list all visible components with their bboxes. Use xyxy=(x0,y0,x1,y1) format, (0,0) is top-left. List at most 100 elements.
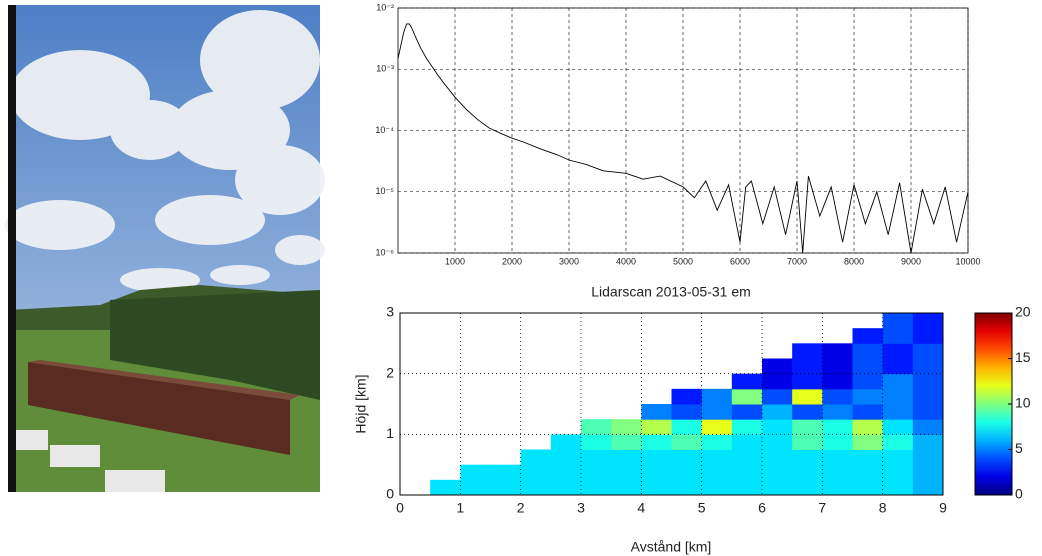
heat-cell xyxy=(882,313,914,329)
heat-cell xyxy=(882,479,914,496)
heat-cell xyxy=(731,434,763,450)
heat-cell xyxy=(731,464,763,481)
y-tick-label: 0 xyxy=(386,486,394,502)
heat-cell xyxy=(671,449,703,466)
heat-cell xyxy=(792,404,823,420)
heat-cell xyxy=(882,464,914,481)
heat-cell xyxy=(762,419,793,435)
heat-cell xyxy=(430,479,461,496)
heat-cell xyxy=(882,343,914,359)
heat-cell xyxy=(520,464,552,481)
heat-cell xyxy=(762,404,793,420)
heat-cell xyxy=(912,388,944,405)
heat-cell xyxy=(671,404,703,420)
heat-cell xyxy=(912,434,944,450)
x-tick-label: 1 xyxy=(456,500,464,516)
x-tick-label: 2000 xyxy=(502,256,522,266)
y-tick-label: 3 xyxy=(386,304,394,320)
y-tick-label: 10⁻⁴ xyxy=(375,125,394,135)
heat-cell xyxy=(701,404,733,420)
x-tick-label: 2 xyxy=(517,500,525,516)
plot-frame xyxy=(399,312,944,496)
heat-cell xyxy=(731,388,763,405)
y-tick-label: 10⁻⁵ xyxy=(376,186,395,196)
colorbar-tick-label: 0 xyxy=(1015,486,1023,502)
heat-cell xyxy=(701,479,733,496)
heat-cell xyxy=(912,313,944,329)
heat-cell xyxy=(792,464,823,481)
heat-cell xyxy=(852,434,884,450)
y-tick-label: 1 xyxy=(386,425,394,441)
heat-cell xyxy=(762,388,793,405)
x-tick-label: 3 xyxy=(577,500,585,516)
heat-cell xyxy=(792,373,823,390)
heat-cell xyxy=(611,434,642,450)
x-axis-label: Avstånd [km] xyxy=(631,539,712,555)
x-tick-label: 1000 xyxy=(445,256,465,266)
heat-cell xyxy=(520,479,552,496)
y-tick-label: 2 xyxy=(386,364,394,380)
heat-cell xyxy=(822,388,853,405)
heat-cell xyxy=(701,464,733,481)
heat-cell xyxy=(762,434,793,450)
x-tick-label: 9000 xyxy=(901,256,921,266)
heat-cell xyxy=(822,373,853,390)
heat-cell xyxy=(852,373,884,390)
heat-cell xyxy=(882,404,914,420)
y-tick-label: 10⁻⁶ xyxy=(376,247,395,257)
heat-cell xyxy=(912,479,944,496)
heat-cell xyxy=(822,419,853,435)
heat-cell xyxy=(671,479,703,496)
x-tick-label: 6 xyxy=(758,500,766,516)
heat-cell xyxy=(762,449,793,466)
heat-cell xyxy=(792,358,823,375)
line-chart: 1000 2000 3000 4000 5000 6000 7000 8000 9000 1000… xyxy=(375,2,980,266)
heat-cell xyxy=(581,464,612,481)
heat-cell xyxy=(912,343,944,359)
heat-cell xyxy=(822,434,853,450)
x-tick-label: 8 xyxy=(879,500,887,516)
heat-cell xyxy=(912,419,944,435)
heat-cell xyxy=(912,404,944,420)
heat-cell xyxy=(882,449,914,466)
heat-cell xyxy=(792,449,823,466)
heat-cell xyxy=(611,479,642,496)
heat-cell xyxy=(762,358,793,375)
heat-cell xyxy=(822,404,853,420)
heat-cell xyxy=(762,479,793,496)
heat-cell xyxy=(641,419,672,435)
heat-cell xyxy=(641,404,672,420)
heat-cell xyxy=(611,464,642,481)
heat-cell xyxy=(701,434,733,450)
heat-cell xyxy=(822,449,853,466)
heat-cell xyxy=(641,479,672,496)
x-tick-label: 5000 xyxy=(673,256,693,266)
x-tick-label: 3000 xyxy=(559,256,579,266)
heat-cell xyxy=(762,464,793,481)
x-tick-label: 4000 xyxy=(616,256,636,266)
heat-cell xyxy=(882,388,914,405)
x-tick-label: 0 xyxy=(396,500,404,516)
x-tick-label: 7 xyxy=(818,500,826,516)
heat-cell xyxy=(852,388,884,405)
colorbar xyxy=(974,312,1013,496)
heat-cell xyxy=(852,328,884,344)
heat-cell xyxy=(550,434,582,450)
heat-cell xyxy=(641,434,672,450)
heat-cell xyxy=(792,388,823,405)
heat-cell xyxy=(852,343,884,359)
heat-cell xyxy=(882,419,914,435)
heat-cell xyxy=(581,419,612,435)
heat-cell xyxy=(460,479,491,496)
x-tick-label: 10000 xyxy=(955,256,980,266)
heat-cell xyxy=(611,449,642,466)
heat-cell xyxy=(792,434,823,450)
heat-cell xyxy=(822,464,853,481)
heat-cell xyxy=(460,464,491,481)
y-axis-label: Höjd [km] xyxy=(353,374,369,433)
heat-cell xyxy=(852,358,884,375)
colorbar-tick-label: 20 xyxy=(1015,304,1031,320)
heat-cell xyxy=(520,449,552,466)
colorbar-tick-label: 15 xyxy=(1015,349,1031,365)
